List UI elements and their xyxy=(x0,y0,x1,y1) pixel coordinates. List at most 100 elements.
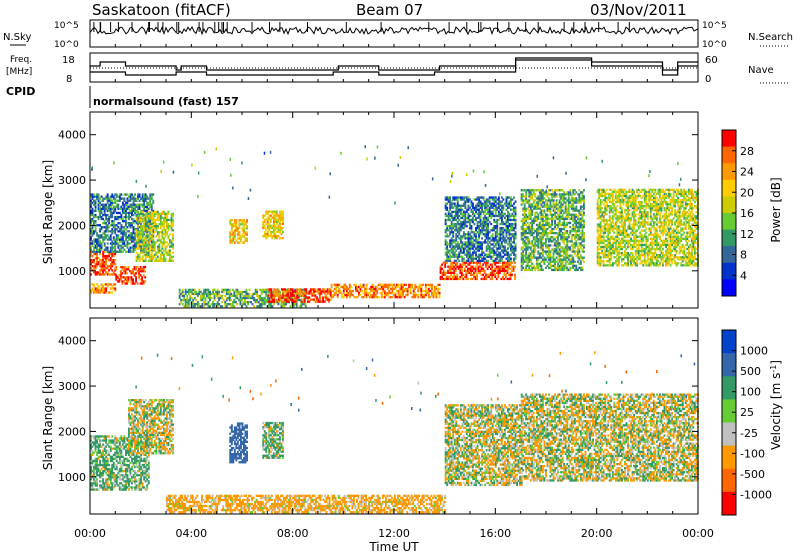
heatmap-cell xyxy=(368,296,371,299)
heatmap-cell xyxy=(212,288,214,291)
heatmap-cell xyxy=(531,203,534,206)
heatmap-cell xyxy=(103,207,106,210)
heatmap-cell xyxy=(129,226,132,229)
heatmap-cell xyxy=(431,285,433,289)
heatmap-cell xyxy=(138,244,141,247)
heatmap-cell xyxy=(153,231,156,234)
heatmap-cell xyxy=(328,288,330,291)
heatmap-cell xyxy=(564,203,567,206)
heatmap-cell xyxy=(304,294,307,298)
heatmap-cell xyxy=(452,202,455,205)
heatmap-cell xyxy=(96,252,98,256)
heatmap-cell xyxy=(103,273,106,276)
heatmap-cell xyxy=(567,215,570,218)
heatmap-cell xyxy=(94,215,97,219)
heatmap-cell xyxy=(458,229,461,232)
heatmap-cell xyxy=(119,274,122,277)
heatmap-cell xyxy=(459,271,462,274)
heatmap-cell xyxy=(487,243,490,246)
heatmap-cell xyxy=(386,287,389,291)
heatmap-cell xyxy=(141,280,144,283)
heatmap-cell xyxy=(147,253,150,256)
heatmap-cell xyxy=(291,294,294,297)
heatmap-cell xyxy=(274,216,277,219)
heatmap-cell xyxy=(117,234,120,237)
heatmap-cell xyxy=(91,209,94,213)
heatmap-cell xyxy=(503,271,506,274)
heatmap-cell xyxy=(192,305,195,308)
heatmap-cell xyxy=(380,285,383,289)
heatmap-cell xyxy=(180,301,183,304)
heatmap-cell xyxy=(531,197,534,200)
heatmap-cell xyxy=(262,224,265,227)
heatmap-cell xyxy=(493,259,496,262)
heatmap-cell xyxy=(121,234,124,237)
heatmap-cell xyxy=(566,223,569,227)
heatmap-cell xyxy=(232,225,235,228)
heatmap-cell xyxy=(267,288,270,291)
heatmap-cell xyxy=(103,254,106,258)
heatmap-cell xyxy=(274,218,277,221)
heatmap-cell xyxy=(561,189,564,192)
heatmap-cell xyxy=(129,195,132,198)
heatmap-cell xyxy=(479,233,482,236)
heatmap-cell xyxy=(420,283,423,286)
heatmap-cell xyxy=(192,301,195,304)
heatmap-cell xyxy=(459,222,462,226)
heatmap-cell xyxy=(130,282,133,285)
heatmap-cell xyxy=(138,205,141,208)
heatmap-cell xyxy=(114,240,117,243)
heatmap-cell xyxy=(128,238,130,241)
heatmap-cell xyxy=(526,244,529,247)
heatmap-cell xyxy=(291,300,294,303)
heatmap-cell xyxy=(353,283,356,286)
heatmap-cell xyxy=(420,291,423,295)
heatmap-cell xyxy=(487,222,490,226)
heatmap-cell xyxy=(510,253,512,256)
heatmap-cell xyxy=(130,272,133,275)
heatmap-cell xyxy=(450,239,453,242)
heatmap-cell xyxy=(266,232,269,236)
heatmap-cell xyxy=(464,212,467,215)
heatmap-cell xyxy=(100,211,103,215)
heatmap-cell xyxy=(132,248,135,251)
heatmap-cell xyxy=(498,265,501,268)
heatmap-cell xyxy=(241,219,244,222)
heatmap-cell xyxy=(449,239,452,242)
heatmap-cell xyxy=(308,292,311,295)
station-title: Saskatoon (fitACF) xyxy=(92,1,231,19)
heatmap-cell xyxy=(493,200,496,203)
heatmap-cell xyxy=(287,288,289,291)
heatmap-cell xyxy=(106,271,109,274)
heatmap-cell xyxy=(94,246,97,249)
heatmap-cell xyxy=(481,206,483,209)
heatmap-cell xyxy=(117,215,120,219)
heatmap-cell xyxy=(465,237,468,240)
heatmap-cell xyxy=(344,293,347,297)
heatmap-cell xyxy=(102,273,105,276)
heatmap-cell xyxy=(105,215,108,219)
heatmap-cell xyxy=(531,225,534,229)
heatmap-cell xyxy=(485,249,488,252)
heatmap-cell xyxy=(555,193,558,196)
heatmap-cell xyxy=(506,267,509,270)
heatmap-cell xyxy=(120,236,123,239)
heatmap-cell xyxy=(108,217,111,221)
heatmap-cell xyxy=(479,263,481,266)
heatmap-cell xyxy=(239,290,242,294)
heatmap-cell xyxy=(338,289,341,293)
heatmap-cell xyxy=(485,227,488,230)
heatmap-cell xyxy=(132,220,135,223)
heatmap-cell xyxy=(329,298,332,301)
heatmap-cell xyxy=(156,212,159,215)
heatmap-cell xyxy=(141,220,144,223)
heatmap-cell xyxy=(251,292,254,296)
heatmap-cell xyxy=(125,220,127,223)
heatmap-cell xyxy=(142,280,145,283)
heatmap-cell xyxy=(484,204,487,207)
heatmap-cell xyxy=(449,196,452,199)
nsearch-tick-top: 10^5 xyxy=(702,21,727,31)
heatmap-cell xyxy=(109,199,112,202)
heatmap-cell xyxy=(102,222,105,225)
heatmap-cell xyxy=(118,207,121,210)
